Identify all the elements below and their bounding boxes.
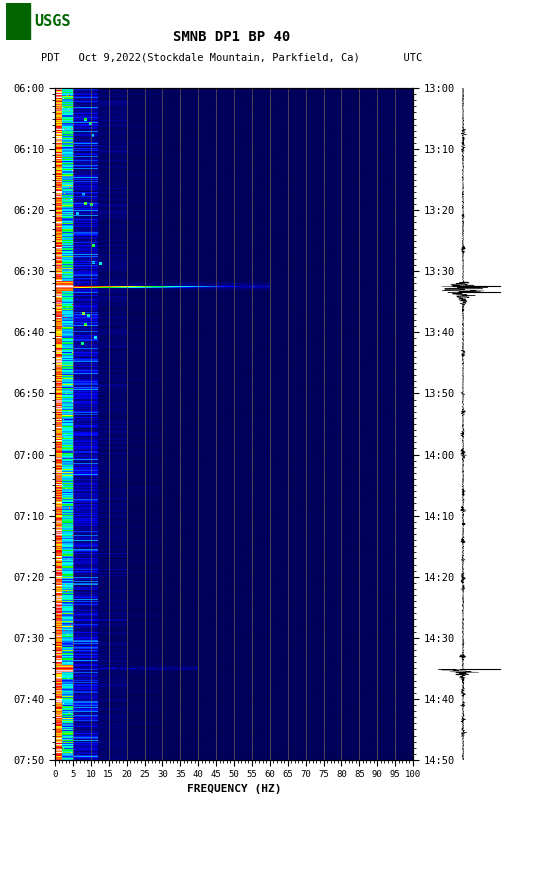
X-axis label: FREQUENCY (HZ): FREQUENCY (HZ) (187, 783, 282, 794)
Bar (6, 3, 30, 40)
Text: USGS: USGS (34, 14, 71, 29)
Text: SMNB DP1 BP 40: SMNB DP1 BP 40 (173, 30, 290, 44)
Text: PDT   Oct 9,2022(Stockdale Mountain, Parkfield, Ca)       UTC: PDT Oct 9,2022(Stockdale Mountain, Parkf… (41, 52, 422, 62)
